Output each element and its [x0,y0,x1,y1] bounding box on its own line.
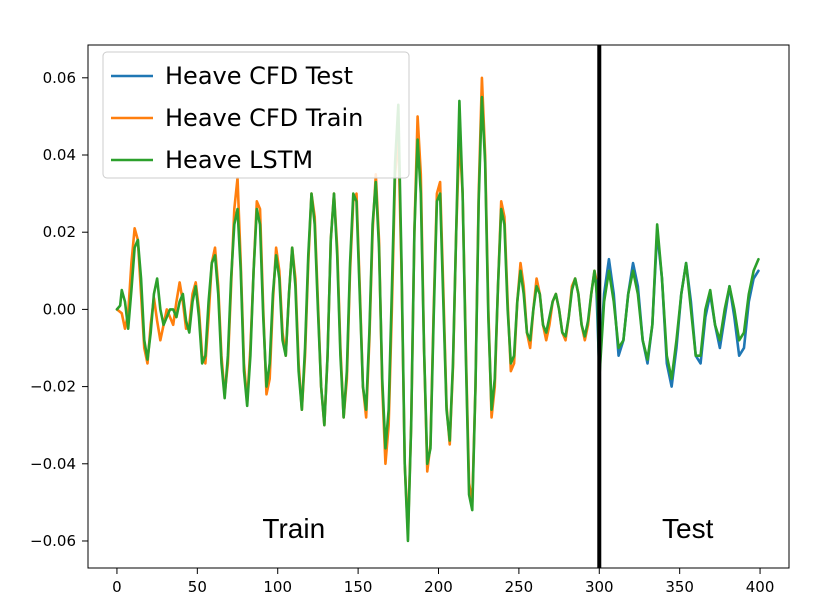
x-tick-label: 350 [665,578,694,596]
x-tick-label: 0 [112,578,122,596]
legend-box [102,51,410,179]
x-tick-label: 150 [344,578,373,596]
x-tick-label: 300 [585,578,614,596]
x-tick-label: 50 [188,578,207,596]
series-line-heave-lstm [115,95,760,543]
y-tick-label: 0.04 [43,146,76,164]
y-tick-label: −0.02 [30,378,76,396]
y-tick-label: 0.00 [43,300,76,318]
x-tick-label: 250 [505,578,534,596]
y-tick-label: 0.06 [43,69,76,87]
y-axis: −0.06 −0.04 −0.02 0.00 0.02 0.04 0.06 [30,69,88,550]
y-tick-label: 0.02 [43,223,76,241]
x-tick-label: 100 [263,578,292,596]
x-tick-label: 200 [424,578,453,596]
x-tick-label: 400 [746,578,775,596]
y-tick-label: −0.04 [30,455,76,473]
y-tick-label: −0.06 [30,532,76,550]
legend: Heave CFD Test Heave CFD Train Heave LSTM [102,51,410,179]
x-axis: 0 50 100 150 200 250 300 350 400 [112,568,774,596]
legend-label: Heave CFD Test [165,62,353,90]
train-region-label: Train [262,513,325,544]
legend-label: Heave LSTM [165,146,313,174]
plot-frame [87,44,790,569]
series-layer [115,76,760,543]
legend-label: Heave CFD Train [165,104,363,132]
test-region-label: Test [662,513,714,544]
